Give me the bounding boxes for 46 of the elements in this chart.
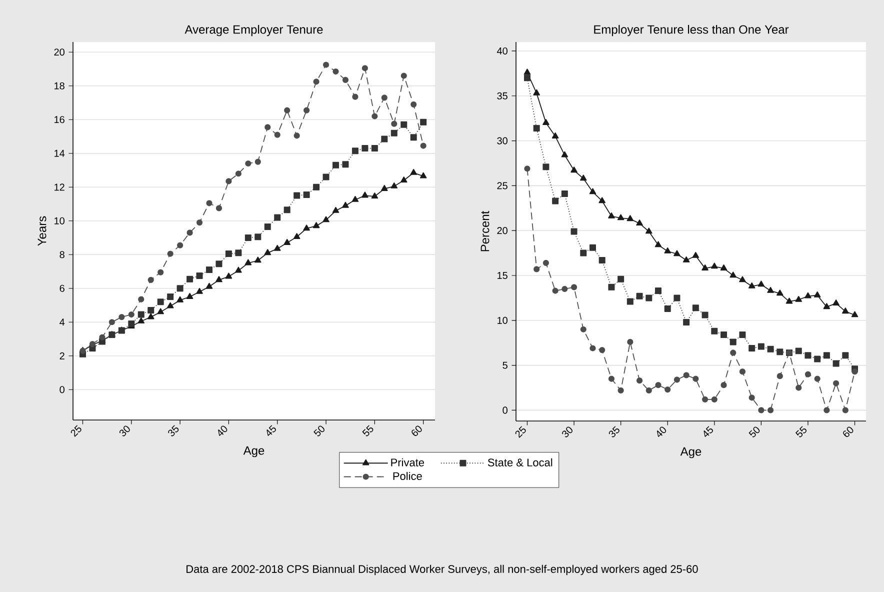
x-tick-label: 40 — [218, 426, 228, 436]
y-tick-label: 25 — [497, 182, 508, 190]
y-tick-label: 16 — [54, 116, 64, 124]
y-tick-label: 15 — [498, 272, 508, 279]
y-tick-label: 10 — [54, 217, 64, 224]
x-tick-label: 45 — [266, 425, 276, 436]
chart-title: Average Employer Tenure — [184, 24, 323, 36]
x-tick-label: 50 — [314, 426, 324, 436]
y-tick-label: 2 — [60, 352, 64, 360]
y-axis-title: Years — [38, 216, 46, 246]
y-tick-label: 5 — [502, 362, 508, 369]
x-tick-label: 25 — [70, 425, 82, 437]
legend-label: Private — [391, 458, 424, 466]
x-tick-label: 35 — [168, 425, 179, 436]
x-tick-label: 55 — [362, 425, 374, 436]
y-tick-label: 0 — [502, 406, 508, 414]
y-tick-label: 35 — [497, 92, 508, 100]
y-tick-label: 40 — [496, 47, 508, 55]
x-tick-label: 35 — [608, 426, 620, 438]
y-axis-title: Percent — [480, 210, 490, 252]
y-tick-label: 20 — [497, 227, 508, 234]
x-tick-label: 60 — [843, 426, 854, 437]
y-tick-label: 0 — [60, 386, 64, 394]
y-tick-label: 20 — [54, 48, 64, 56]
x-tick-label: 45 — [704, 426, 713, 437]
y-tick-label: 30 — [497, 137, 508, 144]
y-tick-label: 12 — [54, 184, 64, 191]
y-tick-label: 4 — [60, 318, 65, 326]
y-tick-label: 18 — [54, 82, 64, 90]
legend-label: Police — [393, 472, 422, 480]
x-tick-label: 55 — [795, 426, 806, 438]
x-axis-title: Age — [243, 446, 264, 458]
y-tick-label: 14 — [54, 150, 65, 157]
x-tick-label: 60 — [412, 426, 422, 436]
x-tick-label: 25 — [515, 426, 526, 438]
x-tick-label: 30 — [562, 426, 572, 438]
y-tick-label: 8 — [60, 251, 64, 258]
chart-title: Employer Tenure less than One Year — [594, 24, 789, 36]
x-axis-title: Age — [680, 447, 702, 458]
x-tick-label: 30 — [119, 426, 130, 436]
text: Data are 2002-2018 CPS Biannual Displaced Worker Surveys, all non-self-employed workers aged 25-60 — [186, 564, 698, 576]
x-tick-label: 40 — [656, 426, 666, 438]
legend-label: State & Local — [488, 458, 552, 466]
y-tick-label: 6 — [60, 284, 64, 292]
x-tick-label: 50 — [748, 426, 760, 438]
y-tick-label: 10 — [498, 316, 508, 324]
